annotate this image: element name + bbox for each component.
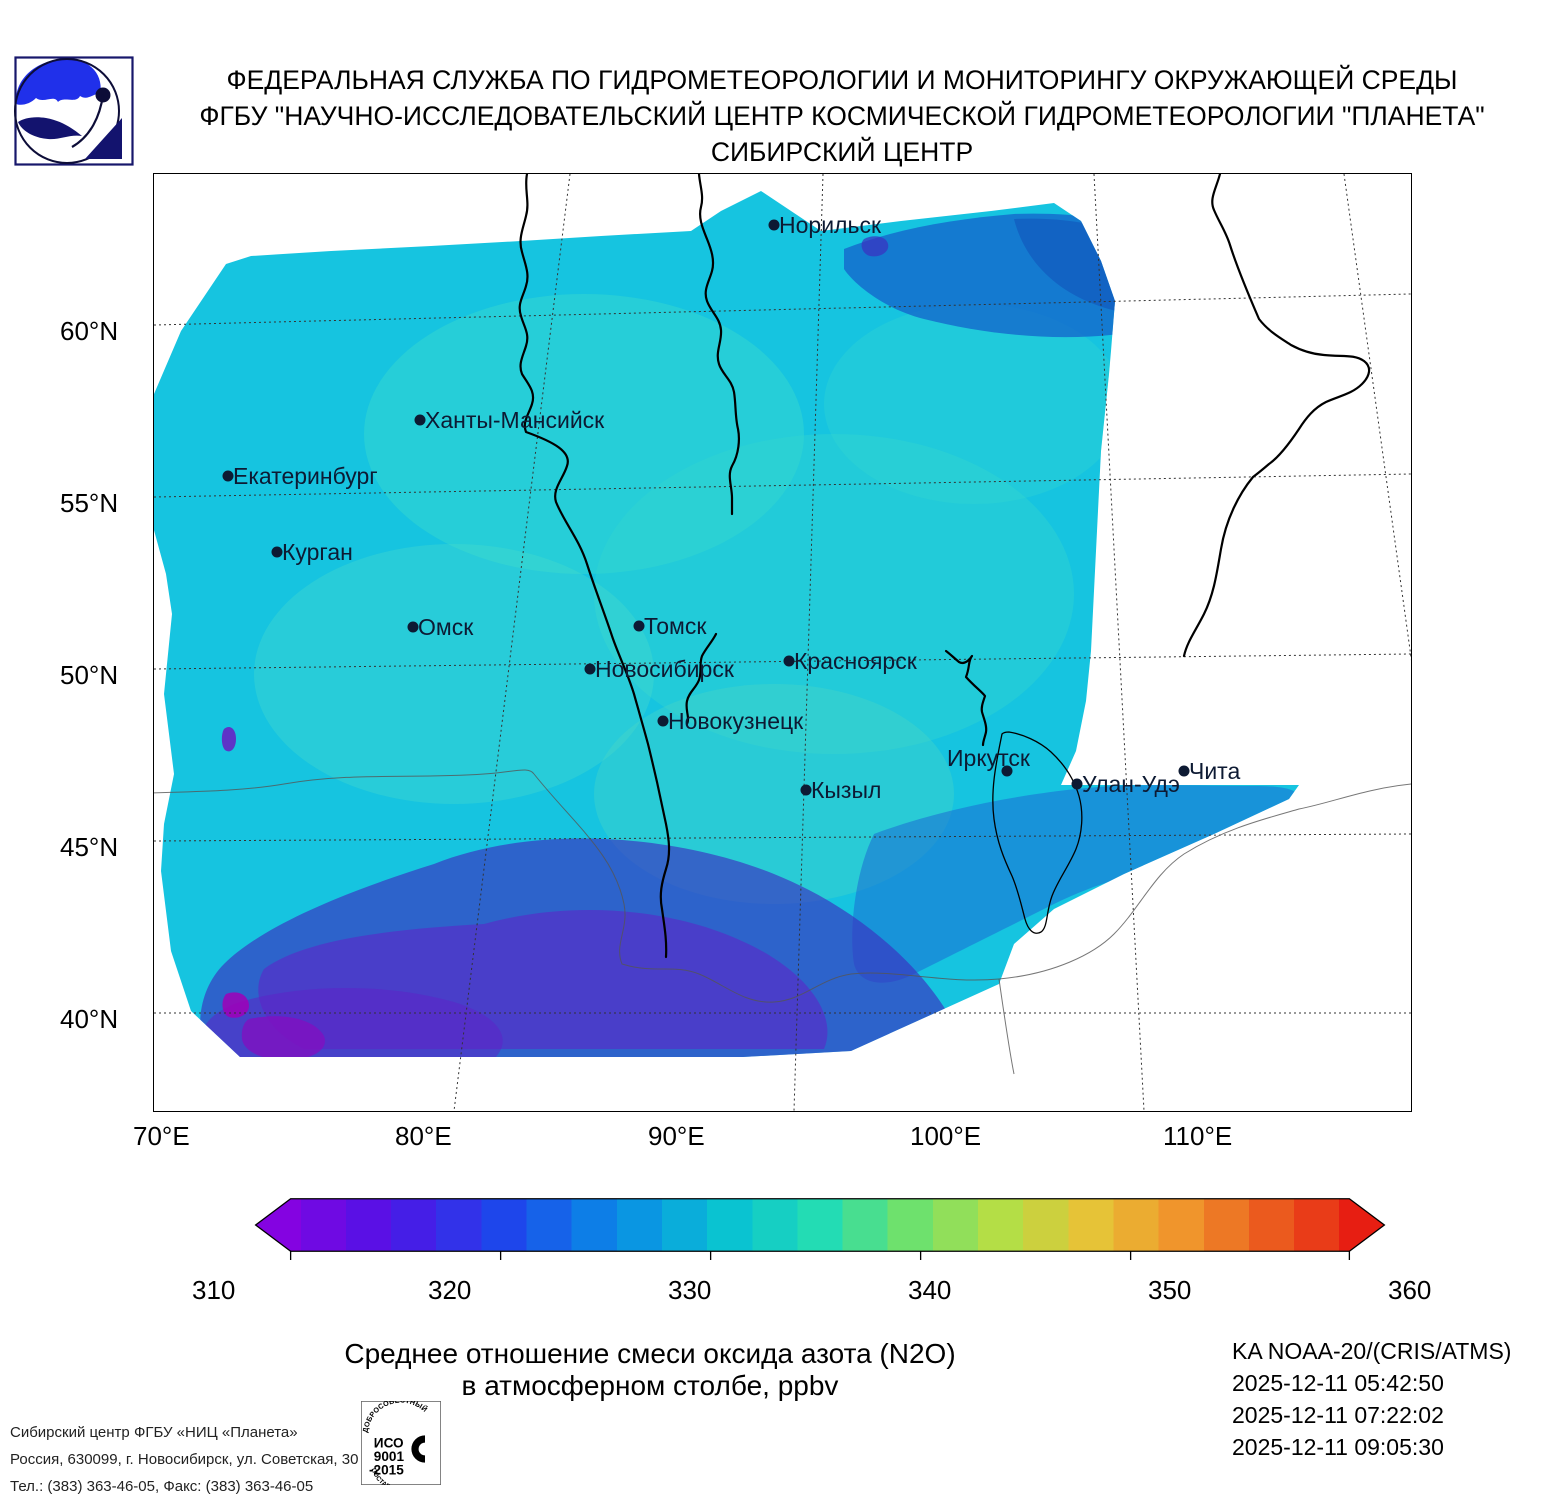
svg-text:Чита: Чита [1189,758,1240,784]
svg-text:Норильск: Норильск [779,212,882,238]
svg-text:ИСО: ИСО [374,1435,404,1450]
svg-text:Кызыл: Кызыл [811,777,881,803]
svg-text:Екатеринбург: Екатеринбург [233,463,378,489]
svg-text:Курган: Курган [282,539,353,565]
svg-text:Новокузнецк: Новокузнецк [668,708,804,734]
svg-text:Омск: Омск [418,614,474,640]
svg-text:Томск: Томск [644,613,707,639]
svg-text:Красноярск: Красноярск [794,648,918,674]
svg-text:Новосибирск: Новосибирск [595,656,735,682]
svg-text:Иркутск: Иркутск [947,745,1031,771]
svg-text:Ханты-Мансийск: Ханты-Мансийск [425,407,605,433]
svg-text:9001: 9001 [374,1449,405,1464]
svg-text:ДОБРОСОВЕСТНЫЙ: ДОБРОСОВЕСТНЫЙ [361,1401,429,1433]
svg-text:Улан-Удэ: Улан-Удэ [1082,771,1180,797]
